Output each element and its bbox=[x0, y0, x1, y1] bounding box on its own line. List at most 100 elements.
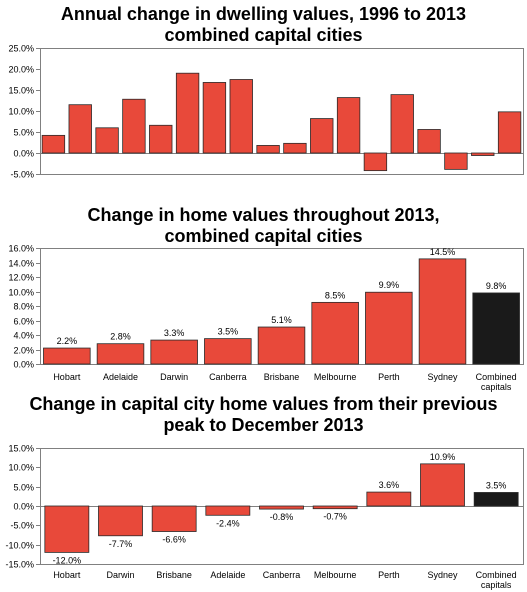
peak-category-label: Combined bbox=[476, 570, 517, 580]
annual-bar bbox=[256, 145, 280, 154]
home2013-category-label: Darwin bbox=[160, 372, 188, 382]
annual-bar bbox=[471, 152, 495, 156]
home2013-category-label: Combined bbox=[476, 372, 517, 382]
peak-ytick-label: 15.0% bbox=[8, 444, 34, 454]
annual-bar bbox=[175, 72, 200, 154]
peak-ytick-label: 10.0% bbox=[8, 463, 34, 473]
annual-ytick-label: 0.0% bbox=[13, 149, 34, 159]
home2013-category-label: Hobart bbox=[53, 372, 81, 382]
home2013-data-label: 2.8% bbox=[110, 332, 131, 342]
home2013-ytick-label: 12.0% bbox=[8, 273, 34, 283]
peak-category-label: capitals bbox=[481, 580, 512, 590]
home2013-data-label: 3.5% bbox=[218, 327, 239, 337]
home2013-ytick-label: 4.0% bbox=[13, 331, 34, 341]
peak-bar bbox=[98, 505, 143, 537]
annual-change-chart: -5.0%0.0%5.0%10.0%15.0%20.0%25.0%1996199… bbox=[8, 44, 524, 180]
home2013-ytick-label: 8.0% bbox=[13, 302, 34, 312]
home2013-bar bbox=[150, 339, 198, 365]
peak-ytick-label: -10.0% bbox=[5, 541, 34, 551]
peak-category-label: Melbourne bbox=[314, 570, 357, 580]
chart-1-title-line-2: combined capital cities bbox=[164, 25, 363, 45]
home2013-bar bbox=[257, 326, 306, 365]
peak-data-label: -7.7% bbox=[109, 539, 133, 549]
peak-ytick-label: 0.0% bbox=[13, 502, 34, 512]
home2013-bar bbox=[472, 292, 520, 365]
peak-data-label: -6.6% bbox=[162, 535, 186, 545]
home2013-ytick-label: 0.0% bbox=[13, 360, 34, 370]
home2013-category-label: Canberra bbox=[209, 372, 247, 382]
home2013-bar bbox=[365, 291, 413, 365]
annual-plot-frame bbox=[40, 48, 524, 175]
peak-bar bbox=[366, 491, 412, 507]
chart-3-title: Change in capital city home values from … bbox=[0, 394, 527, 436]
peak-category-label: Perth bbox=[378, 570, 400, 580]
home-values-2013-chart: 0.0% 2.0% 4.0% 6.0% 8.0% 10.0% 12.0% 14.0% 16.0%… bbox=[8, 244, 524, 392]
home2013-data-label: 9.8% bbox=[486, 281, 507, 291]
home2013-category-label: Perth bbox=[378, 372, 400, 382]
annual-ytick-label: 5.0% bbox=[13, 128, 34, 138]
chart-2-title-line-1: Change in home values throughout 2013, bbox=[87, 205, 440, 225]
peak-bar bbox=[259, 505, 304, 510]
chart-1-title-line-1: Annual change in dwelling values, 1996 t… bbox=[60, 4, 467, 24]
peak-category-label: Sydney bbox=[427, 570, 458, 580]
peak-bar bbox=[312, 505, 358, 510]
annual-bar bbox=[202, 82, 227, 154]
chart-3-title-line-2: peak to December 2013 bbox=[163, 415, 364, 435]
home2013-data-label: 5.1% bbox=[271, 315, 292, 325]
chart-2-title-line-2: combined capital cities bbox=[164, 226, 363, 246]
peak-data-label: 3.5% bbox=[486, 480, 507, 490]
peak-category-label: Brisbane bbox=[156, 570, 192, 580]
annual-bar bbox=[68, 104, 92, 154]
home2013-category-label: Sydney bbox=[427, 372, 458, 382]
annual-ytick-label: 15.0% bbox=[8, 86, 34, 96]
home2013-category-label: Adelaide bbox=[103, 372, 138, 382]
home2013-data-label: 3.3% bbox=[164, 328, 185, 338]
home2013-ytick-label: 6.0% bbox=[13, 317, 34, 327]
peak-data-label: -12.0% bbox=[53, 555, 82, 565]
home2013-ytick-label: 10.0% bbox=[8, 288, 34, 298]
home2013-data-label: 8.5% bbox=[325, 290, 346, 300]
home2013-ytick-label: 2.0% bbox=[13, 346, 34, 356]
home2013-category-label: Melbourne bbox=[314, 372, 357, 382]
annual-bar bbox=[497, 111, 522, 154]
annual-bar bbox=[363, 152, 388, 172]
annual-bar bbox=[149, 124, 173, 154]
annual-ytick-label: 10.0% bbox=[8, 107, 34, 117]
home2013-ytick-label: 16.0% bbox=[8, 244, 34, 254]
peak-category-label: Hobart bbox=[53, 570, 81, 580]
annual-ytick-label: 20.0% bbox=[8, 65, 34, 75]
annual-bar bbox=[95, 127, 119, 154]
peak-data-label: -0.8% bbox=[270, 512, 294, 522]
peak-data-label: -2.4% bbox=[216, 518, 240, 528]
peak-bar bbox=[205, 505, 251, 516]
annual-bar bbox=[41, 134, 66, 154]
peak-bar bbox=[44, 505, 90, 553]
peak-category-label: Darwin bbox=[106, 570, 134, 580]
peak-bar bbox=[151, 505, 197, 532]
home2013-bar bbox=[96, 343, 145, 365]
peak-category-label: Canberra bbox=[263, 570, 301, 580]
home2013-data-label: 2.2% bbox=[57, 336, 78, 346]
peak-ytick-label: -5.0% bbox=[10, 521, 34, 531]
annual-bar bbox=[283, 142, 307, 154]
home2013-bar bbox=[43, 347, 91, 365]
home2013-bar bbox=[204, 338, 252, 365]
home2013-ytick-label: 14.0% bbox=[8, 259, 34, 269]
peak-data-label: -0.7% bbox=[323, 512, 347, 522]
peak-data-label: 10.9% bbox=[430, 452, 456, 462]
annual-bar bbox=[122, 98, 146, 154]
annual-bar bbox=[444, 152, 468, 170]
annual-bar bbox=[310, 118, 334, 154]
home2013-data-label: 9.9% bbox=[379, 280, 400, 290]
peak-ytick-label: 5.0% bbox=[13, 483, 34, 493]
home2013-category-label: capitals bbox=[481, 382, 512, 392]
annual-ytick-label: 25.0% bbox=[8, 44, 34, 54]
annual-bar bbox=[336, 97, 361, 154]
peak-category-label: Adelaide bbox=[210, 570, 245, 580]
home2013-bar bbox=[418, 258, 467, 365]
chart-1-title: Annual change in dwelling values, 1996 t… bbox=[0, 4, 527, 46]
peak-bar bbox=[473, 492, 519, 507]
annual-bar bbox=[390, 94, 414, 154]
home2013-bar bbox=[311, 301, 359, 365]
peak-to-dec-2013-chart: -15.0% -10.0% -5.0% 0.0% 5.0% 10.0% 15.0% -12.0… bbox=[5, 444, 524, 590]
